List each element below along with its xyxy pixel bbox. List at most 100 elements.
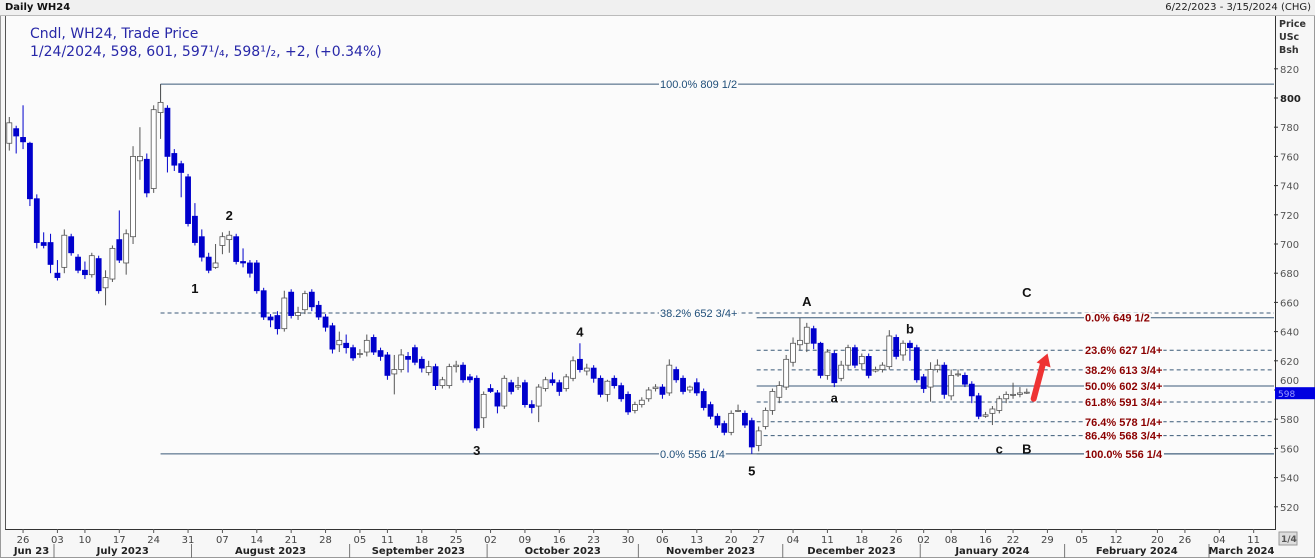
x-tick-label: 03 [51, 535, 64, 546]
candle-up [645, 389, 652, 400]
candle-down [680, 377, 686, 392]
candle-up [542, 379, 549, 389]
candle-down [494, 392, 501, 407]
candle-up [996, 398, 1003, 411]
candle-up [480, 393, 487, 419]
candle-up [109, 247, 116, 280]
candle-down [240, 261, 246, 264]
x-tick-label: 10 [79, 535, 92, 546]
candle-down [247, 262, 253, 274]
candle-down [473, 377, 480, 429]
fib-label-background [1084, 448, 1164, 461]
candle-up [824, 351, 831, 376]
candle-up [803, 326, 810, 344]
candle-down [171, 153, 178, 166]
date-range[interactable]: 6/22/2023 - 3/15/2024 (CHG) [1165, 2, 1311, 13]
candle-down [817, 342, 824, 376]
y-tick-label: 720 [1280, 211, 1299, 222]
candle-down [625, 393, 631, 413]
plot-area[interactable] [5, 16, 1276, 530]
candle-down [192, 215, 198, 243]
candle-down [343, 342, 350, 349]
page-indicator-box[interactable] [1278, 531, 1298, 546]
candle-down [432, 366, 439, 387]
y-tick-label: 600 [1280, 376, 1299, 387]
x-tick-label: 29 [1041, 535, 1054, 546]
x-tick-label: 28 [319, 535, 332, 546]
x-tick-label: 11 [821, 535, 834, 546]
x-tick-label: 26 [1179, 535, 1192, 546]
candle-down [54, 272, 61, 278]
fib-label-background [1084, 345, 1164, 358]
x-tick-label: 11 [381, 535, 394, 546]
candle-down [260, 290, 267, 318]
candle-down [618, 385, 625, 400]
month-label: August 2023 [235, 546, 306, 557]
axis-unit-price: Price [1279, 19, 1306, 30]
candle-up [666, 364, 673, 394]
last-price-badge-label: 598 [1278, 390, 1295, 400]
fib-level-label: 76.4% 578 1/4+ [1085, 417, 1162, 429]
x-tick-label: 21 [285, 535, 298, 546]
axis-unit-currency: USc [1279, 32, 1300, 43]
x-tick-label: 05 [1075, 535, 1088, 546]
candle-down [233, 236, 240, 262]
candle-up [1017, 392, 1023, 395]
y-tick-label: 740 [1280, 182, 1299, 193]
candle-down [597, 377, 604, 395]
candle-up [934, 364, 941, 370]
month-label: November 2023 [666, 546, 755, 557]
x-tick-label: 02 [484, 535, 497, 546]
wave-label-2: 2 [226, 208, 233, 223]
candle-down [40, 242, 47, 246]
fib-level-label: 50.0% 602 3/4+ [1085, 381, 1162, 393]
x-tick-label: 05 [354, 535, 367, 546]
candle-down [68, 236, 75, 254]
axis-unit-bushel: Bsh [1279, 45, 1299, 56]
wave-label-5: 5 [748, 463, 755, 478]
x-tick-label: 20 [725, 535, 738, 546]
month-label: October 2023 [525, 546, 601, 557]
candle-down [418, 358, 425, 369]
candle-up [336, 339, 343, 346]
candle-up [776, 385, 783, 398]
candle-up [563, 376, 570, 389]
x-tick-label: 16 [553, 535, 566, 546]
candle-down [185, 176, 191, 224]
y-tick-label: 680 [1280, 269, 1299, 280]
x-tick-label: 06 [656, 535, 669, 546]
y-tick-label: 580 [1280, 415, 1299, 426]
chart-title: Daily WH24 [5, 2, 71, 13]
candle-down [467, 376, 473, 381]
fib-level-label: 38.2% 613 3/4+ [1085, 365, 1162, 377]
candle-down [831, 353, 838, 384]
title-bar: Daily WH24 6/22/2023 - 3/15/2024 (CHG) [0, 0, 1315, 16]
wave-label-C: C [1022, 285, 1032, 300]
candle-up [61, 234, 68, 268]
x-tick-label: 26 [890, 535, 903, 546]
candle-up [357, 353, 363, 355]
candle-down [370, 337, 377, 353]
candle-down [205, 256, 212, 271]
candle-down [82, 269, 88, 276]
month-label: December 2023 [807, 546, 895, 557]
fib-label-background [659, 448, 726, 461]
candle-up [157, 101, 164, 113]
x-tick-label: 09 [519, 535, 532, 546]
up-arrow-shaft [1030, 358, 1047, 402]
candle-down [721, 423, 728, 433]
candle-down [865, 356, 872, 376]
candle-up [515, 385, 521, 388]
fib-level-label: 86.4% 568 3/4+ [1085, 431, 1162, 443]
candle-up [879, 364, 886, 370]
candle-down [968, 383, 975, 397]
candle-up [453, 364, 460, 368]
candle-down [556, 382, 563, 392]
x-tick-label: 24 [147, 535, 160, 546]
x-tick-label: 04 [787, 535, 800, 546]
candle-up [102, 277, 109, 289]
fib-label-background [1084, 430, 1164, 443]
candle-down [528, 404, 535, 408]
candle-up [858, 356, 865, 365]
